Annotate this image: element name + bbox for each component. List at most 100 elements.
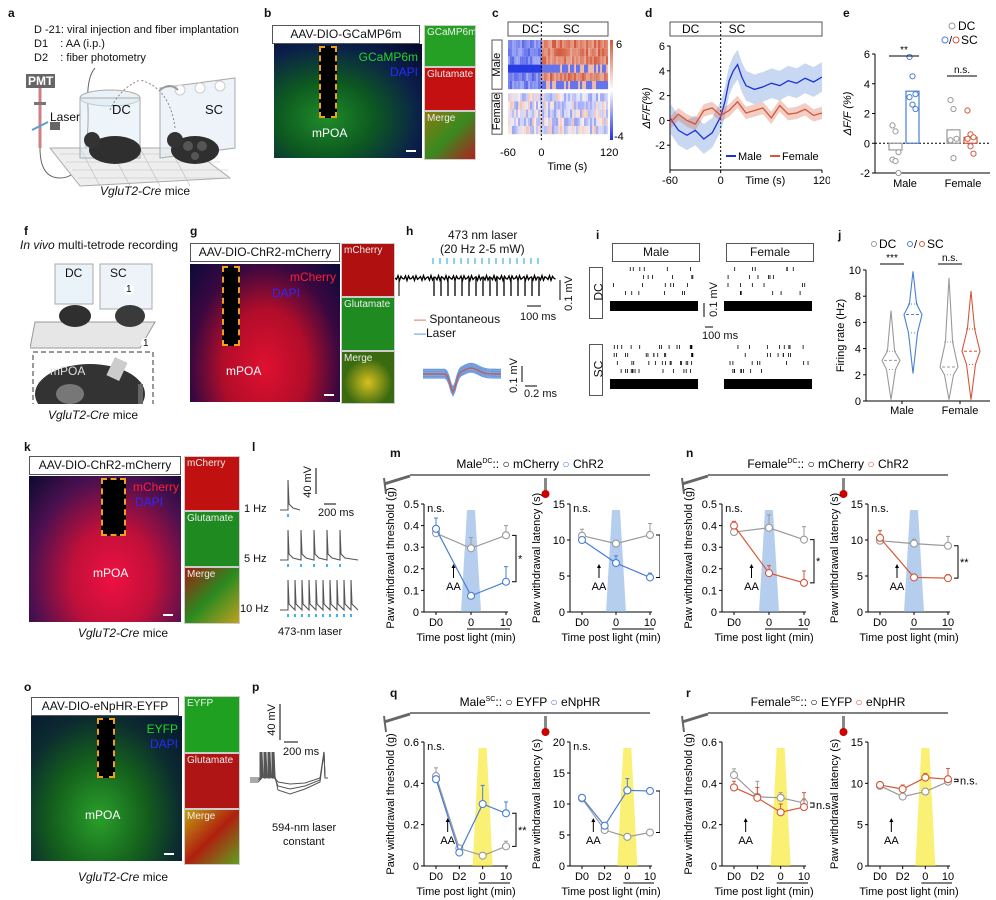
x-tick: -60 [500, 147, 516, 159]
panel-label-l: l [252, 440, 256, 454]
heatmap-cell [554, 93, 557, 102]
recording-title: In vivo multi-tetrode recording [20, 238, 179, 252]
heatmap-cell [570, 64, 573, 73]
laser-pulse [326, 564, 328, 567]
data-point [947, 97, 954, 104]
heatmap-cell [586, 56, 589, 65]
arrow-head-icon [597, 564, 601, 568]
violin-sc-female [961, 290, 981, 400]
series-line-male [669, 63, 823, 140]
y-axis-label: Paw withdrawal threshold (g) [385, 733, 397, 874]
x-tick: 0 [538, 147, 544, 159]
heatmap-cell [600, 93, 603, 102]
series-line-enphr [733, 786, 805, 813]
heatmap-cell [522, 101, 525, 110]
heatmap-cell [582, 117, 585, 126]
y-tick-label: 0 [857, 607, 863, 619]
laser-pulse [329, 614, 331, 617]
channel-label-gcamp: GCaMP6m [358, 50, 418, 64]
heatmap-cell [572, 40, 575, 49]
data-point [776, 808, 785, 817]
heatmap-cell [602, 117, 605, 126]
x-axis-label: Time post light (min) [561, 632, 660, 644]
heatmap-cell [590, 56, 593, 65]
heatmap-cell [560, 101, 563, 110]
panel-label-m: m [390, 446, 401, 460]
x-tick-label: 10 [644, 617, 656, 629]
x-tick-label: 10 [500, 871, 512, 883]
heatmap-cell [584, 48, 587, 57]
heatmap-cell [580, 126, 583, 135]
heatmap-cell [554, 126, 557, 135]
y-axis-label: Firing rate (Hz) [835, 299, 847, 372]
heatmap-cell [578, 93, 581, 102]
heatmap-cell [520, 93, 523, 102]
heatmap-c: DC SC Male Female 6 -4 -60 0 120 Time (s) [491, 21, 624, 173]
heatmap-cell [510, 101, 513, 110]
heatmap-cell [520, 48, 523, 57]
heatmap-cell [598, 81, 601, 90]
heatmap-cell [550, 64, 553, 73]
heatmap-cell [532, 40, 535, 49]
heatmap-cell [594, 126, 597, 135]
heatmap-cell [512, 72, 515, 81]
heatmap-cell [528, 64, 531, 73]
x-tick-label: 10 [942, 871, 954, 883]
heatmap-cell [574, 109, 577, 118]
x-tick-label: 0 [778, 871, 784, 883]
heatmap-cell [564, 93, 567, 102]
heatmap-cell [562, 64, 565, 73]
x-tick-label: D0 [727, 871, 741, 883]
heatmap-cell [590, 48, 593, 57]
x-tick-label: D0 [873, 871, 887, 883]
heatmap-cell [536, 101, 539, 110]
heatmap-cell [594, 48, 597, 57]
heatmap-cell [522, 81, 525, 90]
heatmap-cell [578, 56, 581, 65]
y-tick-label: 0.5 [702, 499, 717, 511]
heatmap-cell [604, 72, 607, 81]
heatmap-cell [508, 93, 511, 102]
heatmap-cell [520, 117, 523, 126]
heatmap-cell [508, 117, 511, 126]
legend-sc: SC [961, 33, 978, 47]
inset-glutamate-k: Glutamate [184, 511, 240, 567]
heatmap-cell [508, 81, 511, 90]
construct-label-k: AAV-DIO-ChR2-mCherry [29, 456, 181, 475]
significance-bracket [512, 812, 517, 847]
data-point [501, 531, 511, 540]
heatmap-cell [514, 109, 517, 118]
heatmap-cell [520, 64, 523, 73]
thermometer-icon [842, 478, 845, 492]
heatmap-cell [536, 72, 539, 81]
x-tick-label: 0 [624, 871, 630, 883]
y-tick-label: 0 [413, 607, 419, 619]
heatmap-cell [540, 40, 543, 49]
tetrode-setup-illustration [30, 263, 156, 404]
von-frey-handle [681, 477, 685, 495]
data-point [921, 773, 930, 782]
aa-label: AA [586, 835, 601, 847]
von-frey-filament-icon [383, 712, 411, 724]
aa-label: AA [744, 581, 759, 593]
x-axis-label: Time post light (min) [859, 632, 958, 644]
laser-label: Laser [50, 110, 81, 124]
heatmap-cell [600, 101, 603, 110]
x-tick-label: D2 [598, 871, 612, 883]
transfer-arrow [159, 85, 179, 91]
heatmap-cell [556, 40, 559, 49]
header-title: MaleSC:: ○ EYFP ○ eNpHR [460, 695, 601, 709]
y-tick-label: 5 [559, 571, 565, 583]
scale-t-p: 200 ms [283, 746, 320, 758]
voltage-trace-5hz [280, 529, 359, 561]
heatmap-cell [556, 126, 559, 135]
chart-d: DC SC -2 0 2 4 6 -60 0 120 Time (s) ΔF/F(%) Male Fema… [641, 21, 830, 187]
heatmap-header [507, 21, 609, 37]
y-tick-label: 0.2 [404, 564, 419, 576]
channel-label-mcherry-g: mCherry [289, 270, 336, 284]
heatmap-cell [524, 93, 527, 102]
heatmap-cell [552, 126, 555, 135]
heatmap-cell [528, 126, 531, 135]
x-tick-label: D0 [429, 617, 443, 629]
legend-dc: DC [958, 19, 976, 33]
